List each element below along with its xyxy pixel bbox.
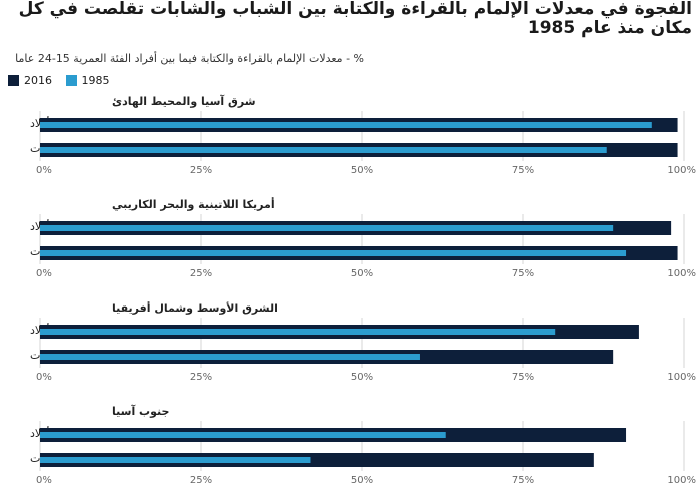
legend-label-1985: 1985	[81, 74, 110, 87]
chart-subtitle: % - معدلات الإلمام بالقراءة والكتابة فيم…	[15, 52, 364, 65]
tick-label-0-2: 50%	[351, 165, 373, 176]
bar-1985-2-0	[40, 329, 556, 335]
chart-title: الفجوة في معدلات الإلمام بالقراءة والكتا…	[18, 0, 692, 38]
tick-label-0-0: 0%	[36, 165, 52, 176]
legend-label-2016: 2016	[24, 74, 52, 87]
bar-1985-0-1	[40, 147, 607, 153]
panel-title-1: أمريكا اللاتينية والبحر الكاريبي	[112, 197, 275, 211]
tick-label-2-3: 75%	[512, 372, 534, 383]
tick-label-0-4: 100%	[667, 165, 696, 176]
tick-label-2-4: 100%	[667, 372, 696, 383]
tick-label-0-1: 25%	[190, 165, 212, 176]
tick-label-3-0: 0%	[36, 475, 52, 486]
tick-label-3-2: 50%	[351, 475, 373, 486]
legend-swatch-2016	[8, 75, 19, 86]
panel-title-2: الشرق الأوسط وشمال أفريقيا	[112, 301, 278, 315]
tick-label-3-1: 25%	[190, 475, 212, 486]
tick-label-1-2: 50%	[351, 268, 373, 279]
bar-1985-3-1	[40, 457, 311, 463]
bar-1985-3-0	[40, 432, 446, 438]
bar-1985-2-1	[40, 354, 420, 360]
tick-label-2-2: 50%	[351, 372, 373, 383]
tick-label-1-0: 0%	[36, 268, 52, 279]
legend-item-1985: 1985	[65, 74, 110, 87]
tick-label-1-1: 25%	[190, 268, 212, 279]
legend-swatch-1985	[65, 75, 77, 86]
bar-1985-0-0	[40, 122, 652, 128]
legend-item-2016: 2016	[8, 74, 52, 87]
tick-label-1-4: 100%	[667, 268, 696, 279]
bar-2016-3-1	[40, 453, 594, 467]
tick-label-1-3: 75%	[512, 268, 534, 279]
legend: 2016 1985	[8, 74, 120, 88]
tick-label-2-0: 0%	[36, 372, 52, 383]
bar-1985-1-0	[40, 225, 614, 231]
tick-label-3-4: 100%	[667, 475, 696, 486]
tick-label-2-1: 25%	[190, 372, 212, 383]
panel-title-3: جنوب آسيا	[112, 404, 169, 418]
panel-title-0: شرق آسيا والمحيط الهادئ	[112, 94, 256, 108]
tick-label-3-3: 75%	[512, 475, 534, 486]
tick-label-0-3: 75%	[512, 165, 534, 176]
bar-1985-1-1	[40, 250, 627, 256]
